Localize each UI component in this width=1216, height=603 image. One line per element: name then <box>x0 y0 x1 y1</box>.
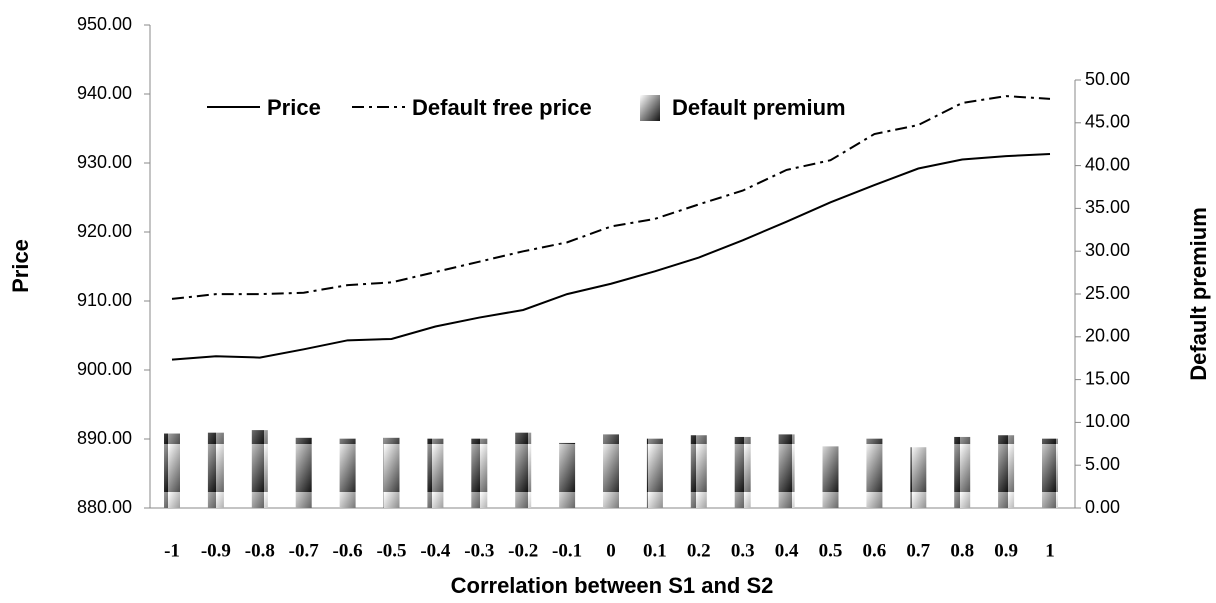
bar <box>822 446 839 508</box>
bar <box>603 434 619 508</box>
y-axis-title: Price <box>8 239 33 293</box>
bar <box>910 447 927 508</box>
y2-tick-label: 15.00 <box>1085 368 1130 388</box>
y2-tick-label: 25.00 <box>1085 283 1130 303</box>
y2-tick-label: 45.00 <box>1085 112 1130 132</box>
bar <box>559 442 576 508</box>
y2-tick-label: 5.00 <box>1085 454 1120 474</box>
bar <box>998 435 1015 508</box>
x-tick-label: 1 <box>1045 540 1055 561</box>
x-tick-label: -0.2 <box>508 540 538 561</box>
legend-label: Default free price <box>412 95 592 120</box>
bar <box>778 434 795 508</box>
legend-swatch <box>640 95 660 121</box>
x-tick-label: 0.9 <box>994 540 1018 561</box>
y-tick-label: 880.00 <box>77 497 132 517</box>
bar <box>339 438 356 508</box>
y-tick-label: 890.00 <box>77 428 132 448</box>
x-tick-label: -1 <box>164 540 180 561</box>
legend-label: Default premium <box>672 95 846 120</box>
x-tick-label: -0.8 <box>245 540 275 561</box>
y2-tick-label: 40.00 <box>1085 154 1130 174</box>
x-tick-label: 0.4 <box>775 540 799 561</box>
x-tick-label: 0.3 <box>731 540 755 561</box>
bar <box>866 438 883 508</box>
y-tick-label: 940.00 <box>77 83 132 103</box>
x-tick-label: -0.4 <box>420 540 451 561</box>
x-tick-label: 0.7 <box>906 540 930 561</box>
x-tick-label: -0.9 <box>201 540 231 561</box>
line <box>171 95 1051 300</box>
bar <box>515 432 532 508</box>
x-tick-label: -0.1 <box>552 540 582 561</box>
x-tick-label: 0.1 <box>643 540 667 561</box>
y2-tick-label: 50.00 <box>1085 69 1130 89</box>
x-tick-label: -0.5 <box>376 540 406 561</box>
x-tick-label: 0.5 <box>819 540 843 561</box>
bar <box>207 432 224 508</box>
y-tick-label: 900.00 <box>77 359 132 379</box>
bar <box>471 438 488 508</box>
y-tick-label: 920.00 <box>77 221 132 241</box>
bar <box>383 437 400 508</box>
x-tick-label: -0.6 <box>333 540 363 561</box>
y2-tick-label: 10.00 <box>1085 411 1130 431</box>
y2-tick-label: 20.00 <box>1085 326 1130 346</box>
x-tick-label: 0 <box>606 540 616 561</box>
bar <box>734 436 751 508</box>
y-tick-label: 910.00 <box>77 290 132 310</box>
x-tick-label: -0.3 <box>464 540 494 561</box>
bar <box>251 430 268 508</box>
bar <box>164 433 180 508</box>
line <box>171 153 1051 361</box>
y2-tick-label: 0.00 <box>1085 497 1120 517</box>
x-axis-title: Correlation between S1 and S2 <box>451 573 774 598</box>
y2-axis-title: Default premium <box>1186 207 1211 381</box>
y-tick-label: 930.00 <box>77 152 132 172</box>
x-tick-label: -0.7 <box>289 540 320 561</box>
bar <box>646 438 663 508</box>
legend-label: Price <box>267 95 321 120</box>
bar <box>1042 438 1058 508</box>
bar <box>690 435 707 508</box>
y2-tick-label: 30.00 <box>1085 240 1130 260</box>
y-tick-label: 950.00 <box>77 14 132 34</box>
bar <box>295 437 312 508</box>
y2-tick-label: 35.00 <box>1085 197 1130 217</box>
x-tick-label: 0.2 <box>687 540 711 561</box>
bar <box>427 438 444 508</box>
x-tick-label: 0.6 <box>863 540 887 561</box>
x-tick-label: 0.8 <box>950 540 974 561</box>
bar <box>954 436 971 508</box>
